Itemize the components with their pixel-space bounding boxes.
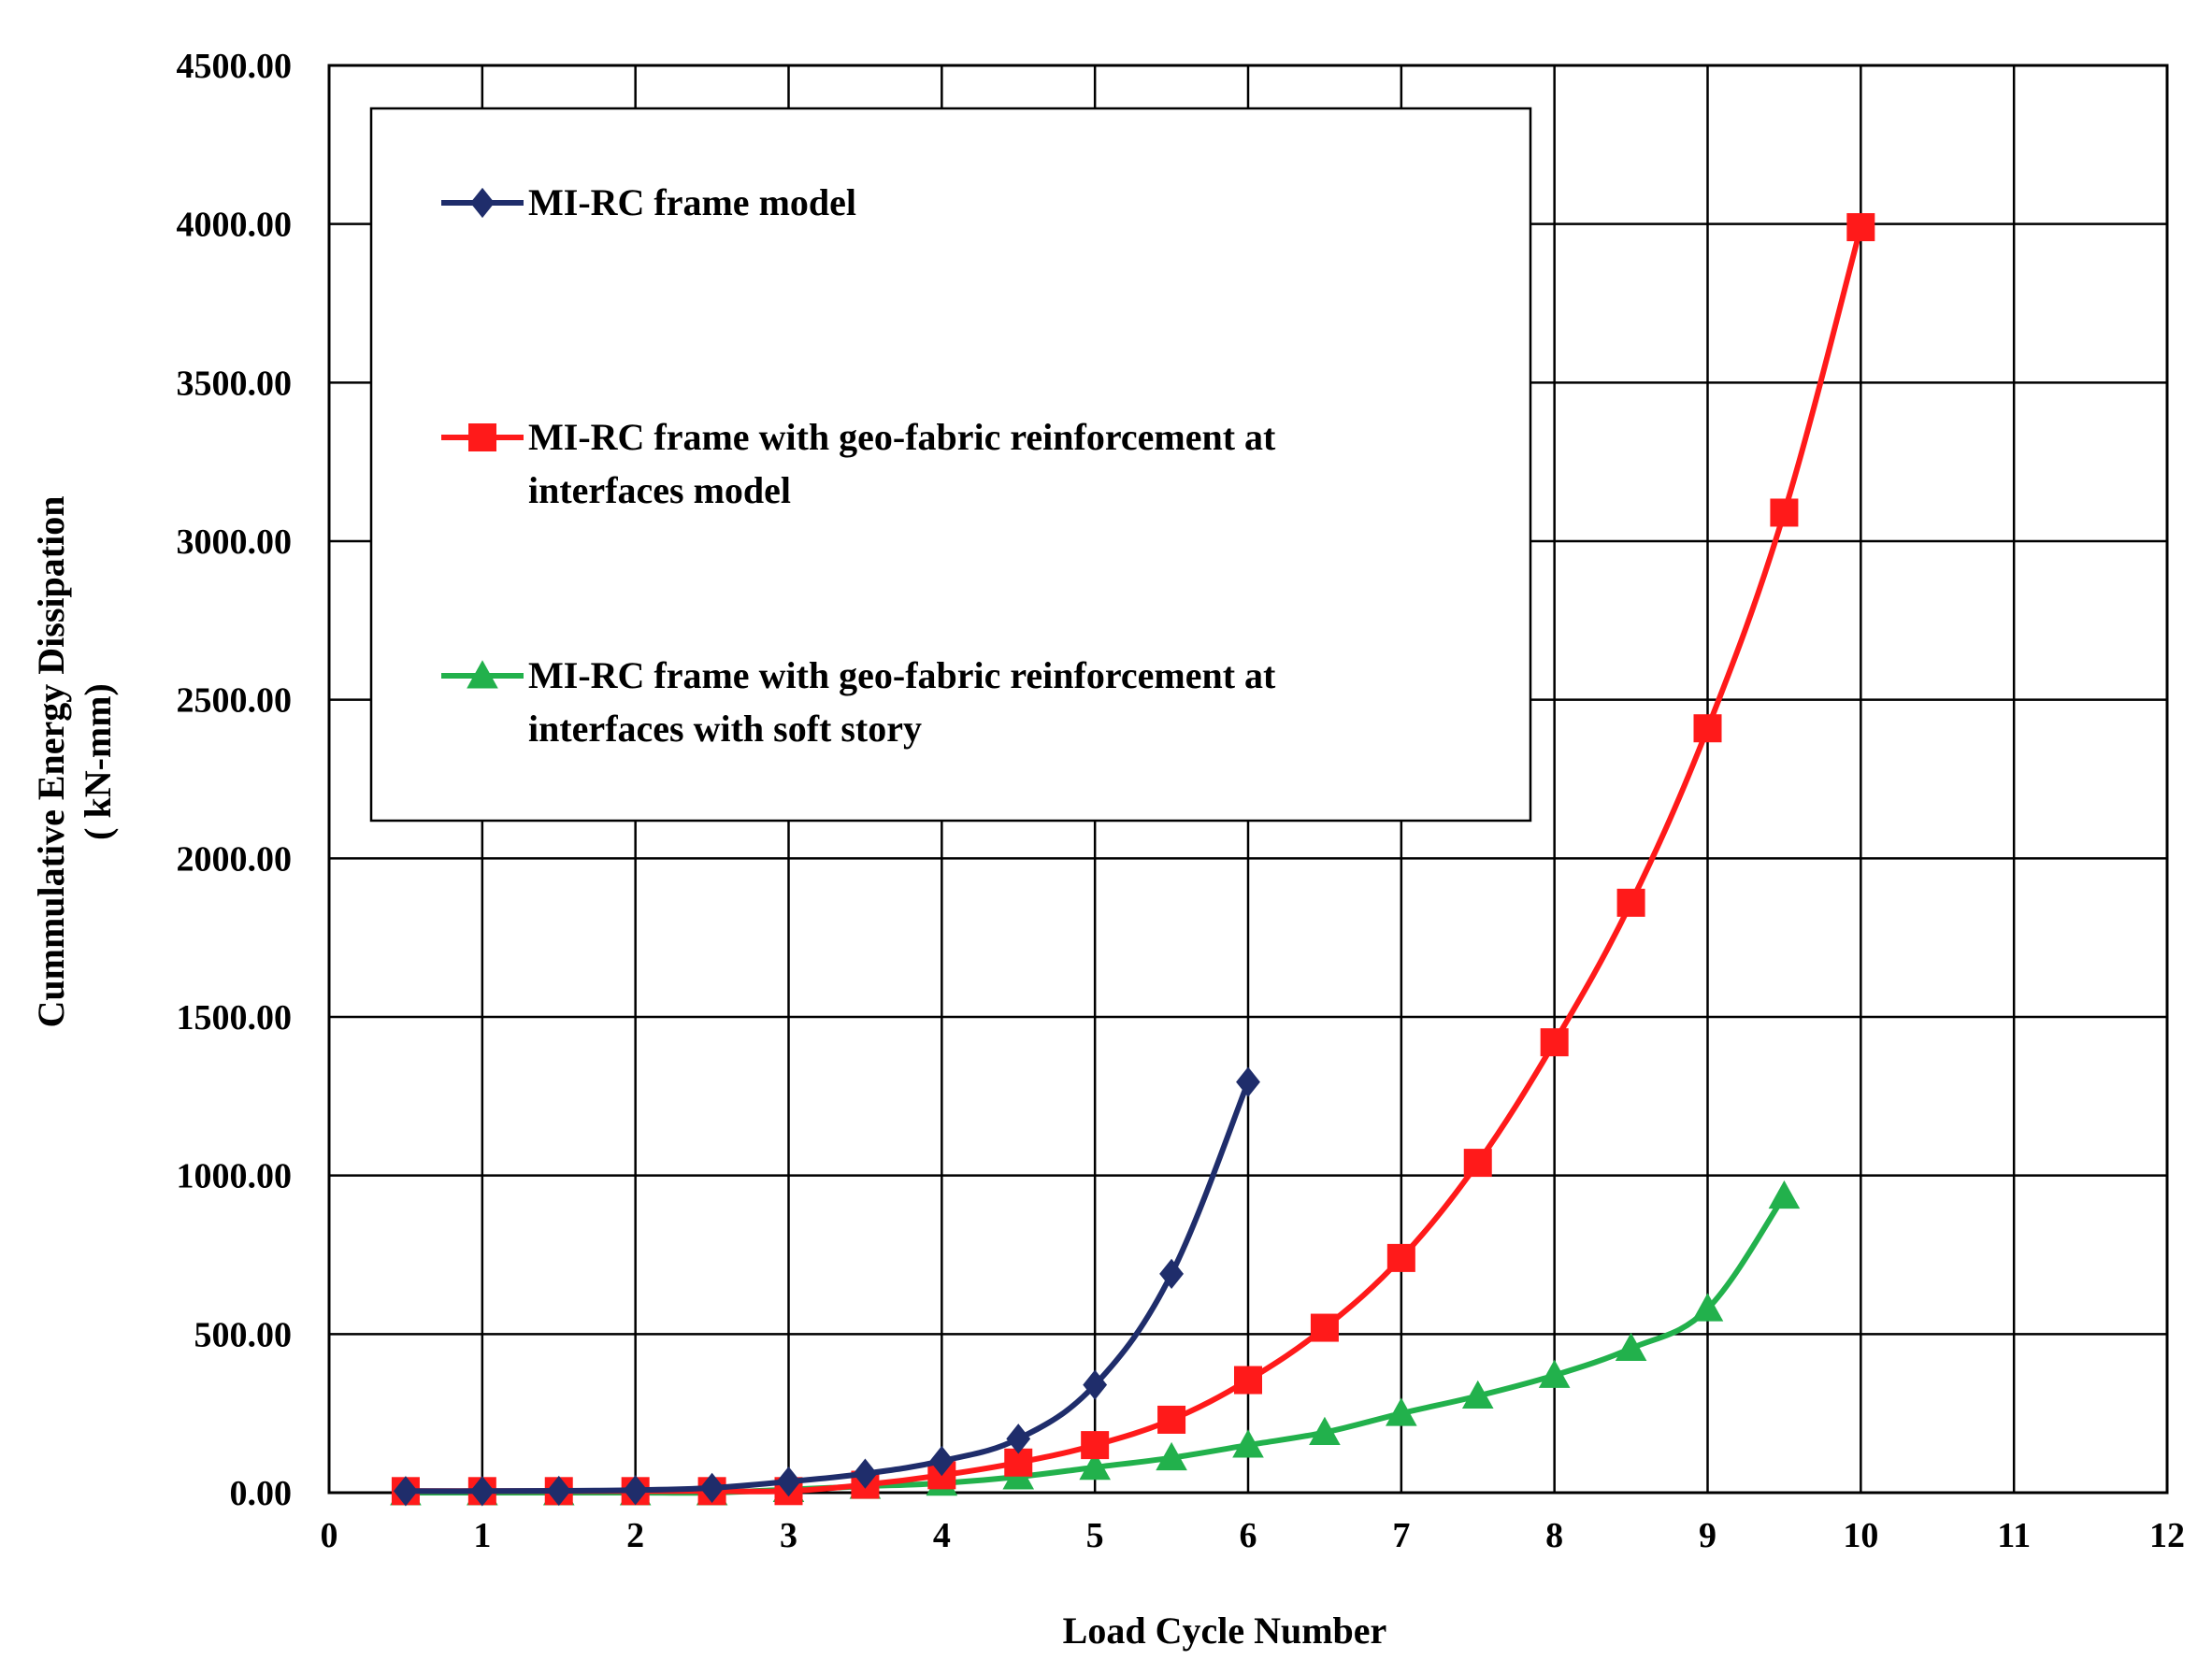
data-point [1693,714,1722,743]
legend-label: MI-RC frame with geo-fabric reinforcemen… [528,654,1276,696]
y-tick-label: 1000.00 [177,1157,293,1196]
data-point [1157,1405,1186,1434]
data-point [1540,1028,1569,1057]
plot-area-frame [327,64,2169,1495]
data-point [1691,1293,1724,1322]
data-point [1615,1332,1647,1362]
data-point [929,1445,955,1477]
x-tick-label: 12 [2149,1516,2185,1555]
data-point [1461,1380,1494,1409]
data-point [699,1472,725,1504]
y-tick-label: 4500.00 [177,47,293,86]
legend-label: interfaces model [528,469,791,511]
legend: MI-RC frame model MI-RC frame with geo-fa… [369,107,1532,823]
legend-swatch-marker [468,423,496,451]
data-point [623,1475,648,1506]
y-tick-label: 2500.00 [177,681,293,721]
data-point [1079,1452,1111,1481]
y-axis-title: Cummulative Energy Dissipation ( kN-mm) [30,496,119,1028]
data-point [1234,1366,1262,1395]
data-point [1768,1180,1801,1209]
x-tick-label: 4 [933,1516,951,1555]
x-tick-label: 10 [1843,1516,1878,1555]
x-tick-label: 9 [1699,1516,1716,1555]
series-group [390,213,1875,1507]
y-tick-label: 1500.00 [177,998,293,1037]
y-tick-labels: 0.00 500.00 1000.00 1500.00 2000.00 2500.00 30… [177,47,293,1513]
data-point [853,1458,878,1489]
x-tick-label: 0 [321,1516,338,1555]
legend-label: MI-RC frame with geo-fabric reinforcemen… [528,416,1276,458]
legend-swatch-marker [467,660,498,689]
y-axis-title-line1: Cummulative Energy Dissipation [30,496,72,1028]
data-point [1232,1429,1264,1458]
legend-swatch-marker [470,187,495,219]
data-point [1770,498,1799,527]
y-tick-label: 500.00 [194,1315,293,1354]
y-tick-label: 2000.00 [177,839,293,879]
legend-item: MI-RC frame with geo-fabric reinforcemen… [441,654,1276,750]
data-point [1156,1441,1187,1471]
legend-item: MI-RC frame model [441,181,856,223]
x-tick-label: 1 [473,1516,491,1555]
data-point [1386,1397,1417,1426]
x-tick-label: 6 [1240,1516,1257,1555]
x-tick-label: 3 [780,1516,797,1555]
data-point [1386,1243,1415,1272]
y-axis-title-line2: ( kN-mm) [77,683,119,840]
legend-label: MI-RC frame model [528,181,856,223]
data-point [1538,1359,1571,1388]
data-point [1081,1431,1110,1460]
data-point [1006,1424,1031,1454]
y-tick-label: 3000.00 [177,522,293,562]
data-point [393,1476,418,1507]
x-tick-label: 11 [1997,1516,2031,1555]
x-tick-label: 8 [1545,1516,1563,1555]
data-point [1236,1066,1260,1097]
data-point [776,1466,801,1497]
x-tick-label: 7 [1392,1516,1410,1555]
y-tick-label: 4000.00 [177,206,293,245]
data-point [1159,1258,1185,1290]
data-point [469,1476,495,1507]
y-tick-label: 3500.00 [177,364,293,403]
x-axis-title: Load Cycle Number [1063,1610,1387,1652]
data-point [1463,1149,1492,1178]
y-tick-label: 0.00 [230,1474,293,1513]
x-tick-labels: 0 1 2 3 4 5 6 7 8 9 10 11 12 [321,1516,2186,1555]
legend-label: interfaces with soft story [528,708,922,750]
data-point [1846,213,1875,242]
data-point [546,1475,571,1507]
data-point [1309,1416,1341,1445]
legend-box [369,107,1532,823]
data-point [1083,1369,1108,1400]
x-tick-label: 5 [1086,1516,1104,1555]
series-diamond [393,1066,1260,1507]
x-tick-label: 2 [626,1516,644,1555]
data-point [1616,888,1645,917]
data-point [1310,1313,1339,1342]
legend-item: MI-RC frame with geo-fabric reinforcemen… [441,416,1276,511]
